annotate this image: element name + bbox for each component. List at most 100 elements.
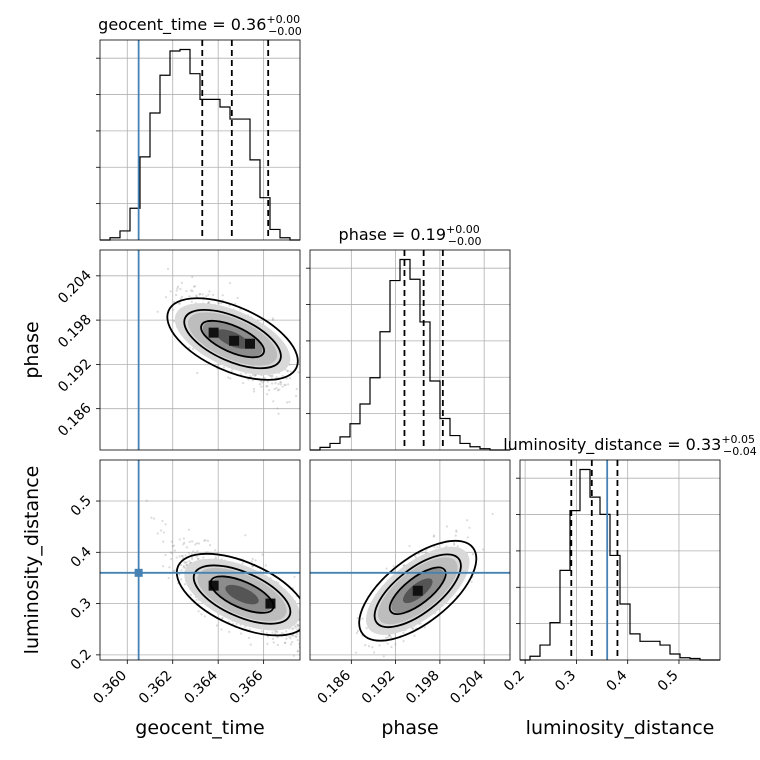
sample-point <box>170 557 173 560</box>
sample-point <box>254 559 257 562</box>
sample-point <box>303 660 305 662</box>
sample-point <box>254 373 257 377</box>
sample-point <box>306 664 308 666</box>
sample-point <box>291 641 294 644</box>
sample-point <box>197 557 200 560</box>
sample-point <box>191 558 194 561</box>
sample-point <box>247 378 250 381</box>
sample-point <box>182 543 185 546</box>
sample-point <box>276 630 279 634</box>
sample-point <box>181 554 184 558</box>
sample-point <box>173 549 176 552</box>
sample-point <box>185 561 188 564</box>
sample-point <box>386 642 389 645</box>
sample-point <box>183 541 186 544</box>
sample-point <box>214 556 217 559</box>
histogram-step-luminosity_distance <box>520 468 720 661</box>
sample-point <box>413 634 416 637</box>
sample-point <box>180 578 183 581</box>
sample-point <box>190 556 193 559</box>
sample-point <box>178 573 181 576</box>
sample-point <box>272 641 275 644</box>
sample-point <box>203 615 206 618</box>
density-peak-0 <box>208 580 219 591</box>
scatter-panel-phase-vs-luminosity_distance <box>309 459 511 661</box>
sample-point <box>293 575 296 578</box>
sample-point <box>296 638 299 642</box>
sample-point <box>367 645 371 648</box>
sample-point <box>176 285 180 288</box>
density-peak-0 <box>412 585 423 596</box>
sample-point <box>188 346 191 349</box>
sample-point <box>178 555 181 558</box>
sample-point <box>182 566 185 569</box>
sample-point <box>185 546 188 549</box>
scatter-panel-geocent_time-vs-phase <box>99 249 301 451</box>
sample-point <box>196 371 199 375</box>
sample-point <box>388 634 391 637</box>
sample-point <box>284 384 287 387</box>
sample-point <box>296 649 299 652</box>
sample-point <box>188 560 191 563</box>
sample-point <box>394 643 397 646</box>
x-tick-label-luminosity_distance: 0.2 <box>501 668 528 695</box>
histogram-step-phase <box>310 258 510 451</box>
sample-point <box>296 628 299 631</box>
sample-point <box>179 287 182 291</box>
panel-plot-area <box>100 460 342 666</box>
panel-title-luminosity_distance: luminosity_distance = 0.33+0.05 −0.04 <box>503 433 757 458</box>
sample-point <box>432 534 436 537</box>
sample-point <box>297 627 300 631</box>
density-peak-1 <box>265 598 276 609</box>
contour-level-1 <box>183 308 282 370</box>
sample-point <box>239 372 243 376</box>
sample-point <box>184 554 187 557</box>
sample-point <box>208 544 212 547</box>
sample-point <box>175 556 178 559</box>
sample-point <box>283 641 287 644</box>
sample-point <box>191 289 194 292</box>
sample-point <box>180 281 183 284</box>
sample-point <box>372 651 376 654</box>
sample-point <box>382 655 385 658</box>
sample-point <box>192 285 196 288</box>
sample-point <box>258 383 262 386</box>
sample-point <box>294 625 297 628</box>
sample-point <box>378 644 381 647</box>
sample-point <box>340 655 342 657</box>
sample-point <box>166 267 170 270</box>
sample-point <box>180 554 183 557</box>
sample-point <box>172 544 175 547</box>
y-tick-label-phase: 0.198 <box>55 312 95 352</box>
sample-point <box>217 301 220 305</box>
sample-point <box>178 302 181 305</box>
sample-point <box>276 407 279 410</box>
sample-point <box>491 512 494 516</box>
x-tick-label-geocent_time: 0.366 <box>227 667 267 707</box>
sample-point <box>191 540 194 543</box>
sample-point <box>152 517 156 520</box>
sample-point <box>168 566 171 569</box>
sample-point <box>283 383 286 386</box>
sample-point <box>319 633 321 635</box>
sample-point <box>250 560 253 563</box>
panel-frame <box>99 249 301 451</box>
contour-level-0 <box>175 552 300 637</box>
sample-point <box>445 545 448 548</box>
sample-point <box>175 289 178 292</box>
sample-point <box>272 400 275 403</box>
sample-point <box>161 519 164 523</box>
sample-point <box>184 561 187 565</box>
sample-point <box>253 374 256 377</box>
sample-point <box>306 632 308 634</box>
sample-point <box>456 545 459 548</box>
sample-point <box>317 660 319 662</box>
sample-point <box>212 293 215 297</box>
sample-point <box>470 580 473 583</box>
sample-point <box>412 627 415 630</box>
sample-point <box>287 383 290 386</box>
sample-point <box>221 294 224 297</box>
sample-point <box>302 626 304 628</box>
sample-point <box>289 370 292 373</box>
sample-point <box>241 562 244 565</box>
